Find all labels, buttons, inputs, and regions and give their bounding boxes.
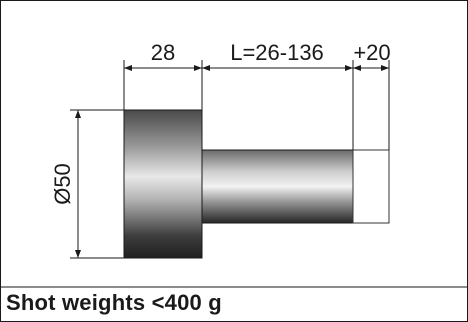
extension-outline <box>352 149 390 224</box>
arrow <box>75 110 81 118</box>
caption: Shot weights <400 g <box>6 290 222 315</box>
flange-width-label: 28 <box>151 40 175 65</box>
flange-body <box>123 109 203 259</box>
arrow <box>345 65 353 71</box>
length-range-label: L=26-136 <box>230 40 324 65</box>
arrow <box>202 65 210 71</box>
arrow <box>75 250 81 258</box>
arrow <box>353 65 361 71</box>
diameter-label: Ø50 <box>50 163 75 205</box>
arrow <box>381 65 389 71</box>
arrow <box>124 65 132 71</box>
extension-label: +20 <box>353 40 390 65</box>
nozzle-shaft <box>201 149 354 224</box>
arrow <box>194 65 202 71</box>
